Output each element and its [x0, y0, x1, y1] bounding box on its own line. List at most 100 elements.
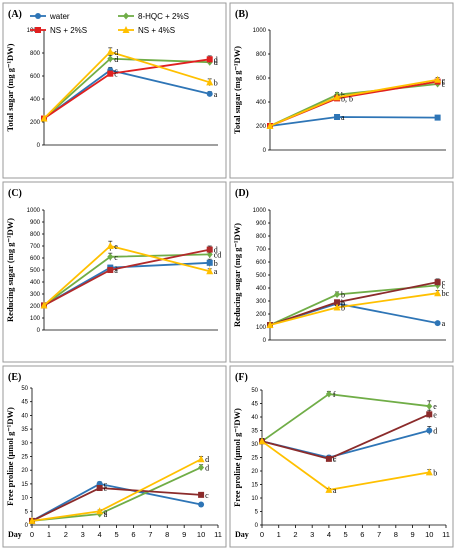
data-point — [426, 427, 433, 434]
y-tick-label: 40 — [251, 415, 258, 421]
y-tick-label: 200 — [256, 312, 267, 318]
significance-label: c — [104, 484, 108, 493]
x-axis-title: Day — [235, 530, 249, 539]
y-tick-label: 50 — [251, 388, 258, 394]
data-point — [197, 455, 205, 463]
x-tick-label: 3 — [310, 530, 314, 539]
y-tick-label: 500 — [30, 268, 41, 274]
series-line — [31, 466, 202, 522]
y-tick-label: 40 — [21, 413, 28, 419]
x-tick-label: 1 — [47, 530, 51, 539]
panel-border — [2, 2, 227, 179]
data-point — [206, 259, 213, 266]
significance-label: d — [205, 455, 209, 464]
legend-label: NS + 2%S — [50, 26, 87, 35]
data-point — [106, 47, 114, 55]
y-tick-label: 600 — [30, 74, 41, 80]
y-tick-label: 5 — [25, 509, 29, 515]
data-point — [198, 491, 205, 498]
y-tick-label: 800 — [30, 232, 41, 238]
data-point — [434, 289, 442, 297]
significance-label: c — [333, 455, 337, 464]
y-tick-label: 700 — [30, 244, 41, 250]
data-point — [266, 122, 274, 129]
data-point — [206, 78, 214, 86]
significance-label: d — [433, 427, 437, 436]
y-tick-label: 900 — [256, 221, 267, 227]
significance-label: c — [442, 278, 446, 287]
data-point — [434, 279, 441, 286]
y-tick-label: 5 — [255, 510, 259, 516]
y-tick-label: 35 — [21, 427, 28, 433]
x-tick-label: 4 — [327, 530, 331, 539]
series-line — [269, 116, 438, 127]
y-tick-label: 700 — [256, 247, 267, 253]
data-point — [198, 463, 205, 471]
y-tick-label: 600 — [256, 260, 267, 266]
series-3: ab — [258, 437, 437, 495]
series-line — [269, 83, 438, 127]
y-tick-label: 800 — [256, 52, 267, 58]
x-tick-label: 3 — [81, 530, 85, 539]
y-tick-label: 100 — [256, 325, 267, 331]
y-axis-label: Total sugar (mg g⁻¹DW) — [5, 43, 15, 131]
series-0: cd — [259, 426, 437, 463]
data-point — [107, 267, 114, 273]
y-tick-label: 50 — [21, 386, 28, 392]
x-tick-label: 0 — [260, 530, 264, 539]
y-tick-label: 45 — [21, 400, 28, 406]
significance-label: c — [114, 66, 118, 75]
y-tick-label: 10 — [251, 496, 258, 502]
y-tick-label: 0 — [255, 523, 259, 529]
data-point — [40, 114, 48, 122]
significance-label: a — [104, 507, 108, 516]
series-line — [43, 58, 210, 120]
significance-label: f — [333, 390, 336, 399]
legend-marker — [35, 27, 41, 33]
significance-label: bc — [442, 289, 450, 298]
panel-border — [2, 365, 227, 548]
significance-label: a — [214, 90, 218, 99]
y-tick-label: 400 — [30, 97, 41, 103]
data-point — [434, 114, 441, 121]
y-tick-label: 400 — [30, 280, 41, 286]
data-point — [325, 390, 332, 398]
significance-label: b — [341, 300, 345, 309]
panel-letter: (A) — [8, 9, 22, 20]
x-tick-label: 6 — [131, 530, 135, 539]
y-tick-label: 20 — [21, 468, 28, 474]
y-tick-label: 800 — [30, 51, 41, 57]
panel-border — [2, 181, 227, 363]
legend-item: 8-HQC + 2%S — [118, 12, 189, 21]
y-axis-label: Reducing sugar (mg g⁻¹DW) — [232, 223, 242, 327]
data-point — [334, 299, 341, 306]
data-point — [434, 320, 441, 327]
significance-label: d — [114, 48, 118, 57]
significance-label: c — [104, 480, 108, 489]
series-1: c cd — [41, 250, 221, 309]
y-tick-label: 0 — [37, 328, 41, 334]
series-line — [31, 487, 202, 522]
x-tick-label: 1 — [277, 530, 281, 539]
chart-panel-2: 0 200 400 600 800 1000 Total sugar (mg g⁻¹DW) (… — [229, 2, 454, 179]
series-2: bc — [267, 278, 446, 329]
significance-label: c — [114, 70, 118, 79]
y-axis-label: Reducing sugar (mg g⁻¹DW) — [5, 218, 15, 322]
legend-label: NS + 4%S — [138, 26, 175, 35]
panel-letter: (D) — [235, 188, 249, 199]
data-point — [206, 56, 213, 63]
x-tick-label: 11 — [214, 530, 222, 539]
y-tick-label: 25 — [21, 455, 28, 461]
x-tick-label: 10 — [197, 530, 205, 539]
significance-label: b — [341, 291, 345, 300]
data-point — [426, 402, 433, 410]
data-point — [426, 411, 433, 418]
x-tick-label: 9 — [410, 530, 414, 539]
panel-letter: (E) — [8, 372, 21, 383]
data-point — [334, 114, 341, 120]
significance-label: c — [205, 491, 209, 500]
y-tick-label: 200 — [30, 120, 41, 126]
y-tick-label: 900 — [30, 220, 41, 226]
